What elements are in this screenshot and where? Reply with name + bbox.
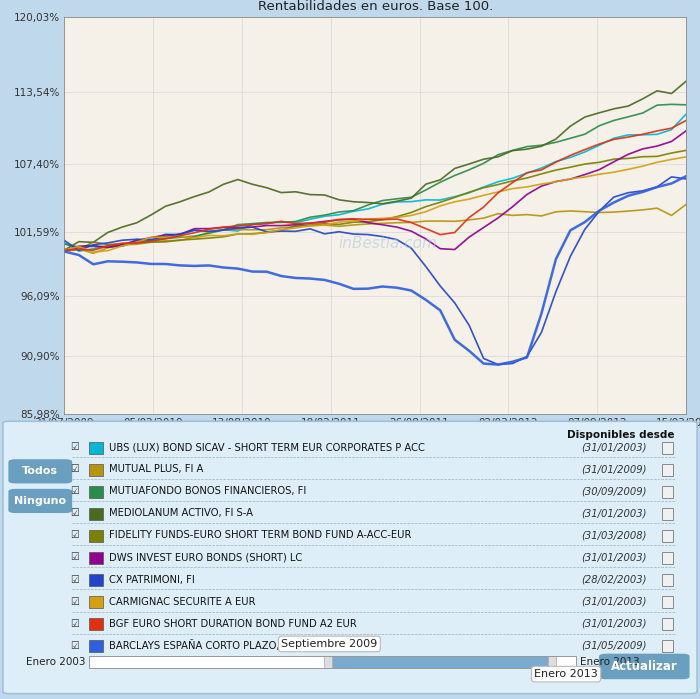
Text: (31/01/2009): (31/01/2009) xyxy=(582,464,647,474)
Text: (31/01/2003): (31/01/2003) xyxy=(582,596,647,607)
Text: (31/03/2008): (31/03/2008) xyxy=(582,531,647,540)
Bar xyxy=(90,619,103,630)
Text: Actualizar: Actualizar xyxy=(611,660,678,673)
Text: ☑: ☑ xyxy=(70,596,78,607)
FancyBboxPatch shape xyxy=(662,619,673,630)
Text: Septiembre 2009: Septiembre 2009 xyxy=(281,639,377,649)
Text: (31/01/2003): (31/01/2003) xyxy=(582,442,647,452)
Text: Todos: Todos xyxy=(22,466,58,476)
Text: ☑: ☑ xyxy=(70,487,78,496)
Bar xyxy=(90,596,103,608)
Bar xyxy=(90,656,330,668)
FancyBboxPatch shape xyxy=(8,459,72,484)
Text: ☑: ☑ xyxy=(70,464,78,474)
Bar xyxy=(90,574,103,586)
Bar xyxy=(548,656,556,668)
Text: BGF EURO SHORT DURATION BOND FUND A2 EUR: BGF EURO SHORT DURATION BOND FUND A2 EUR xyxy=(108,619,356,628)
Title: Rentabilidades en euros. Base 100.: Rentabilidades en euros. Base 100. xyxy=(258,0,493,13)
FancyBboxPatch shape xyxy=(3,421,697,693)
Text: (30/09/2009): (30/09/2009) xyxy=(582,487,647,496)
FancyBboxPatch shape xyxy=(662,464,673,476)
Text: inBestia.com: inBestia.com xyxy=(338,236,437,250)
FancyBboxPatch shape xyxy=(662,596,673,608)
FancyBboxPatch shape xyxy=(662,486,673,498)
Bar xyxy=(552,656,576,668)
Text: Ninguno: Ninguno xyxy=(14,496,66,506)
FancyBboxPatch shape xyxy=(662,442,673,454)
Text: MEDIOLANUM ACTIVO, FI S-A: MEDIOLANUM ACTIVO, FI S-A xyxy=(108,508,253,519)
FancyBboxPatch shape xyxy=(599,654,689,679)
Bar xyxy=(90,508,103,520)
Bar xyxy=(90,442,103,454)
FancyBboxPatch shape xyxy=(662,508,673,520)
Text: Enero 2003: Enero 2003 xyxy=(27,657,86,667)
Bar xyxy=(90,464,103,476)
Bar xyxy=(90,552,103,564)
Text: FIDELITY FUNDS-EURO SHORT TERM BOND FUND A-ACC-EUR: FIDELITY FUNDS-EURO SHORT TERM BOND FUND… xyxy=(108,531,411,540)
FancyBboxPatch shape xyxy=(662,552,673,564)
Text: ☑: ☑ xyxy=(70,641,78,651)
Text: Disponibles desde: Disponibles desde xyxy=(567,430,675,440)
FancyBboxPatch shape xyxy=(8,489,72,513)
Text: ☑: ☑ xyxy=(70,531,78,540)
FancyBboxPatch shape xyxy=(662,530,673,542)
Bar xyxy=(90,486,103,498)
Text: ☑: ☑ xyxy=(70,575,78,584)
Text: (31/01/2003): (31/01/2003) xyxy=(582,508,647,519)
Text: CX PATRIMONI, FI: CX PATRIMONI, FI xyxy=(108,575,195,584)
Text: (31/05/2009): (31/05/2009) xyxy=(582,641,647,651)
Text: ☑: ☑ xyxy=(70,619,78,628)
FancyBboxPatch shape xyxy=(662,640,673,652)
Text: DWS INVEST EURO BONDS (SHORT) LC: DWS INVEST EURO BONDS (SHORT) LC xyxy=(108,552,302,563)
Bar xyxy=(90,640,103,652)
Text: (31/01/2003): (31/01/2003) xyxy=(582,552,647,563)
Bar xyxy=(90,656,576,668)
Text: Enero 2013: Enero 2013 xyxy=(534,669,598,679)
FancyBboxPatch shape xyxy=(662,574,673,586)
Text: ☑: ☑ xyxy=(70,552,78,563)
Text: CARMIGNAC SECURITE A EUR: CARMIGNAC SECURITE A EUR xyxy=(108,596,255,607)
Text: ☑: ☑ xyxy=(70,442,78,452)
Text: (31/01/2003): (31/01/2003) xyxy=(582,619,647,628)
Text: MUTUAL PLUS, FI A: MUTUAL PLUS, FI A xyxy=(108,464,203,474)
Text: (28/02/2003): (28/02/2003) xyxy=(582,575,647,584)
Bar xyxy=(90,530,103,542)
Text: UBS (LUX) BOND SICAV - SHORT TERM EUR CORPORATES P ACC: UBS (LUX) BOND SICAV - SHORT TERM EUR CO… xyxy=(108,442,424,452)
Bar xyxy=(330,656,552,668)
Text: ☑: ☑ xyxy=(70,508,78,519)
Text: Enero 2013: Enero 2013 xyxy=(580,657,639,667)
Text: BARCLAYS ESPAÑA CORTO PLAZO, FI: BARCLAYS ESPAÑA CORTO PLAZO, FI xyxy=(108,640,290,651)
Text: MUTUAFONDO BONOS FINANCIEROS, FI: MUTUAFONDO BONOS FINANCIEROS, FI xyxy=(108,487,306,496)
Bar xyxy=(324,656,332,668)
